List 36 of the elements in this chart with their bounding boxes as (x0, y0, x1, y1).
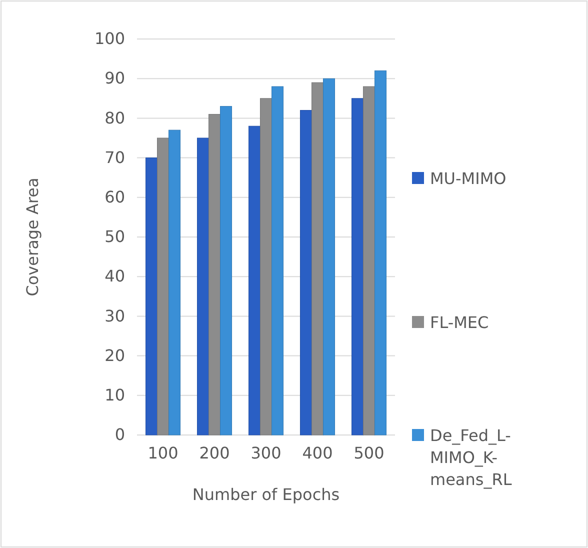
bar (220, 106, 232, 436)
y-tick-label: 70 (104, 148, 125, 167)
legend-label: De_Fed_L-MIMO_K-means_RL (430, 426, 512, 489)
y-tick-label: 10 (104, 386, 125, 405)
bar (272, 86, 284, 436)
y-tick-label: 40 (104, 266, 125, 286)
bar (197, 138, 209, 436)
y-tick-label: 0 (114, 425, 125, 444)
bar (311, 82, 324, 436)
bar (208, 114, 221, 436)
y-axis-title: Coverage Area (23, 178, 42, 296)
x-tick-label: 500 (354, 443, 384, 462)
x-tick-label: 200 (199, 443, 230, 462)
x-tick-label: 100 (148, 443, 178, 462)
x-axis-title: Number of Epochs (192, 485, 340, 504)
legend-label: FL-MEC (430, 313, 489, 332)
bar (374, 70, 386, 436)
y-tick-label: 30 (104, 306, 125, 326)
y-tick-label: 100 (94, 29, 125, 48)
x-tick-label: 400 (302, 443, 333, 462)
bar (351, 98, 364, 436)
y-tick-label: 20 (104, 346, 125, 365)
bar (168, 130, 181, 436)
x-tick-label: 300 (250, 443, 282, 462)
bar (260, 98, 272, 436)
bar (157, 138, 170, 436)
bar (322, 78, 335, 436)
bar (300, 110, 312, 436)
legend-label: MU-MIMO (430, 169, 506, 188)
y-tick-label: 90 (104, 68, 125, 88)
y-tick-label: 80 (104, 108, 125, 128)
y-tick-label: 60 (104, 188, 125, 207)
bar (146, 158, 158, 436)
bar (248, 126, 260, 436)
y-tick-label: 50 (104, 227, 125, 246)
bar (362, 86, 375, 436)
